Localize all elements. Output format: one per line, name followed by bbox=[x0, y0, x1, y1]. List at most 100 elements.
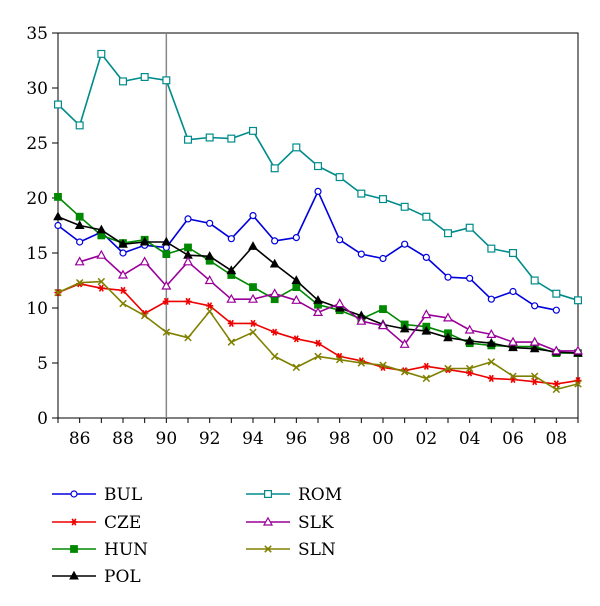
series-line bbox=[57, 190, 557, 311]
series-hun bbox=[54, 193, 582, 358]
data-point bbox=[118, 77, 127, 86]
data-point bbox=[69, 570, 79, 580]
data-point bbox=[70, 490, 78, 498]
data-point bbox=[75, 121, 84, 130]
data-point bbox=[444, 229, 453, 238]
data-point bbox=[119, 286, 127, 294]
data-point bbox=[227, 338, 236, 346]
data-point bbox=[530, 372, 539, 380]
series-bul bbox=[54, 187, 560, 314]
data-point bbox=[53, 100, 62, 109]
legend-item-sln: SLN bbox=[246, 540, 336, 560]
data-point bbox=[551, 345, 562, 355]
data-point bbox=[314, 352, 322, 361]
y-tick-label: 0 bbox=[37, 409, 48, 429]
data-point bbox=[379, 254, 387, 263]
data-point bbox=[140, 311, 149, 320]
data-point bbox=[486, 337, 497, 347]
data-point bbox=[96, 249, 107, 259]
data-point bbox=[75, 278, 84, 287]
data-point bbox=[464, 324, 475, 334]
data-point bbox=[422, 374, 431, 383]
data-point bbox=[162, 328, 171, 336]
x-tick-label: 02 bbox=[416, 429, 438, 449]
data-point bbox=[271, 328, 279, 336]
data-point bbox=[184, 333, 192, 342]
data-point bbox=[291, 294, 302, 304]
data-point bbox=[400, 368, 409, 376]
x-tick-label: 04 bbox=[459, 429, 481, 449]
data-point bbox=[292, 335, 300, 343]
data-point bbox=[335, 355, 344, 364]
data-point bbox=[204, 251, 215, 260]
y-tick-label: 30 bbox=[26, 79, 48, 99]
data-point bbox=[139, 256, 150, 266]
data-point bbox=[70, 518, 78, 526]
series-line bbox=[57, 196, 578, 354]
data-point bbox=[379, 195, 388, 204]
series-line bbox=[79, 254, 578, 352]
plot-area bbox=[57, 32, 579, 419]
data-point bbox=[264, 545, 272, 553]
data-point bbox=[334, 298, 345, 308]
legend-item-bul: BUL bbox=[52, 485, 142, 505]
data-point bbox=[573, 296, 582, 305]
data-point bbox=[509, 372, 517, 380]
data-point bbox=[466, 274, 474, 282]
data-point bbox=[227, 134, 236, 143]
y-tick-label: 35 bbox=[26, 24, 48, 44]
data-point bbox=[312, 306, 324, 316]
data-point bbox=[206, 219, 214, 227]
data-point bbox=[552, 306, 560, 314]
data-point bbox=[444, 364, 452, 373]
data-point bbox=[97, 284, 105, 292]
data-point bbox=[97, 49, 106, 58]
data-point bbox=[314, 339, 322, 347]
data-point bbox=[486, 328, 497, 338]
data-point bbox=[464, 335, 475, 345]
data-point bbox=[465, 223, 474, 232]
data-point bbox=[227, 235, 235, 243]
data-point bbox=[249, 319, 257, 327]
data-point bbox=[119, 299, 127, 308]
data-point bbox=[552, 289, 561, 298]
x-tick-label: 90 bbox=[156, 429, 178, 449]
data-point bbox=[357, 359, 366, 367]
data-point bbox=[96, 224, 107, 234]
data-point bbox=[162, 297, 170, 305]
data-point bbox=[487, 244, 496, 253]
series-slk bbox=[74, 249, 584, 355]
data-point bbox=[356, 315, 367, 325]
data-point bbox=[357, 189, 366, 198]
data-point bbox=[443, 332, 453, 342]
data-point bbox=[377, 320, 389, 330]
data-point bbox=[226, 265, 237, 275]
series-layer bbox=[53, 49, 584, 394]
data-point bbox=[74, 220, 85, 229]
data-point bbox=[70, 545, 78, 553]
data-point bbox=[292, 283, 301, 292]
data-point bbox=[292, 363, 301, 372]
data-point bbox=[205, 307, 214, 316]
data-point bbox=[401, 240, 409, 248]
data-point bbox=[206, 302, 214, 310]
y-tick-label: 10 bbox=[26, 299, 48, 319]
x-tick-label: 92 bbox=[199, 429, 221, 449]
data-point bbox=[161, 236, 172, 246]
data-point bbox=[531, 378, 539, 386]
data-point bbox=[357, 250, 365, 258]
y-tick-label: 5 bbox=[37, 354, 48, 374]
data-point bbox=[421, 325, 432, 335]
data-point bbox=[336, 236, 344, 244]
data-point bbox=[226, 293, 237, 303]
data-point bbox=[530, 276, 539, 285]
x-tick-label: 94 bbox=[242, 429, 264, 449]
data-point bbox=[75, 212, 84, 221]
x-tick-label: 88 bbox=[112, 429, 134, 449]
data-point bbox=[422, 362, 430, 370]
data-point bbox=[399, 323, 410, 333]
data-point bbox=[314, 187, 322, 195]
data-point bbox=[529, 336, 540, 346]
data-point bbox=[509, 287, 517, 296]
series-line bbox=[57, 215, 579, 354]
